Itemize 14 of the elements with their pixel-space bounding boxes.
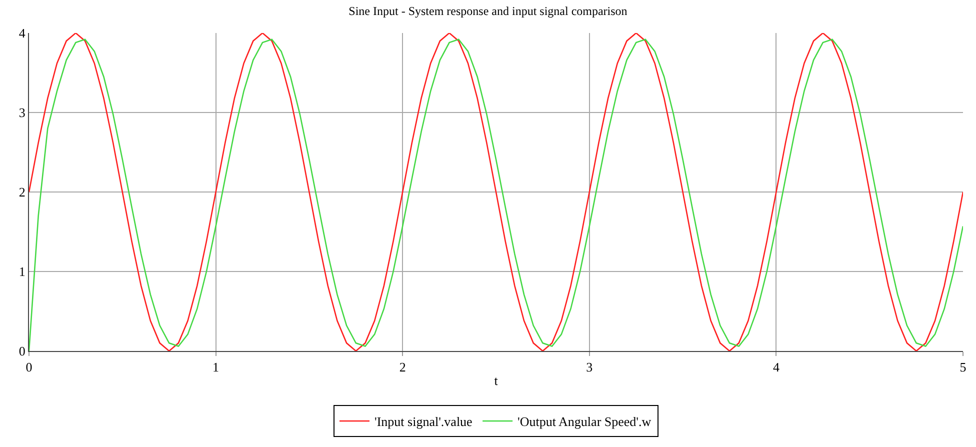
x-tick-label: 1 (212, 360, 220, 375)
x-tick-label: 4 (772, 360, 780, 375)
x-tick-label: 5 (960, 360, 966, 375)
x-axis-title: t (494, 373, 498, 388)
y-tick-label: 1 (18, 264, 26, 280)
y-tick-label: 3 (18, 105, 26, 120)
legend-label: 'Output Angular Speed'.w (518, 414, 652, 430)
legend-label: 'Input signal'.value (374, 414, 473, 430)
chart-title: Sine Input - System response and input signal comparison (348, 4, 628, 18)
y-tick-label: 2 (18, 184, 26, 200)
y-tick-label: 0 (18, 344, 26, 359)
y-tick-label: 4 (18, 26, 26, 41)
x-tick-label: 2 (399, 360, 406, 375)
x-tick-label: 3 (586, 360, 593, 375)
